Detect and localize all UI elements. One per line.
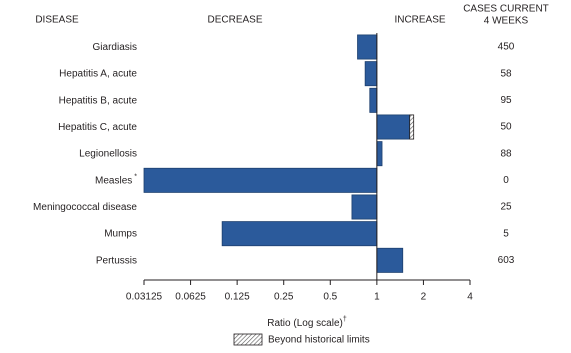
x-tick-label: 0.5 (323, 292, 337, 303)
x-tick-label: 1 (374, 292, 380, 303)
header-disease: DISEASE (35, 15, 79, 26)
cases-value: 450 (498, 42, 515, 53)
category-name: Hepatitis C, acute (58, 122, 137, 133)
header-cases: 4 WEEKS (484, 16, 529, 27)
category-label: Measles * (95, 173, 137, 186)
cases-value: 95 (500, 95, 512, 106)
category-name: Hepatitis B, acute (59, 95, 138, 106)
cases-value: 88 (500, 148, 512, 159)
x-tick-label: 4 (467, 292, 473, 303)
category-name: Mumps (104, 228, 137, 239)
bar (364, 61, 378, 87)
category-label: Meningococcal disease (33, 202, 137, 213)
category-name: Pertussis (96, 255, 137, 266)
bar (376, 247, 404, 273)
cases-value: 0 (503, 175, 509, 186)
category-name: Legionellosis (79, 148, 137, 159)
category-label: Hepatitis A, acute (59, 68, 137, 79)
footnote-mark: † (343, 316, 347, 323)
category-name: Meningococcal disease (33, 202, 137, 213)
category-label: Hepatitis B, acute (59, 95, 138, 106)
cases-value: 5 (503, 228, 509, 239)
footnote-mark: * (134, 173, 137, 180)
cases-value: 58 (500, 68, 512, 79)
x-axis-label-text: Ratio (Log scale) (267, 318, 343, 329)
bar (376, 114, 411, 140)
category-label: Pertussis (96, 255, 137, 266)
category-name: Measles (95, 175, 132, 186)
cases-value: 50 (500, 122, 512, 133)
x-tick-label: 2 (421, 292, 427, 303)
legend-label: Beyond historical limits (268, 335, 370, 346)
bar-beyond-limits (409, 114, 415, 140)
category-label: Giardiasis (93, 42, 137, 53)
header-decrease: DECREASE (207, 15, 262, 26)
bar (351, 194, 378, 220)
x-tick-label: 0.125 (225, 292, 250, 303)
x-tick-label: 0.03125 (126, 292, 163, 303)
category-label: Mumps (104, 228, 137, 239)
bar (369, 87, 378, 113)
x-tick-label: 0.25 (274, 292, 294, 303)
bar (221, 221, 378, 247)
header-increase: INCREASE (394, 15, 445, 26)
legend-swatch (233, 333, 263, 346)
category-label: Legionellosis (79, 148, 137, 159)
category-name: Hepatitis A, acute (59, 68, 137, 79)
bar (143, 167, 378, 193)
category-name: Giardiasis (93, 42, 137, 53)
bar (357, 34, 378, 60)
x-axis-label: Ratio (Log scale)† (267, 316, 347, 329)
x-tick-label: 0.0625 (175, 292, 206, 303)
bar (376, 141, 383, 167)
cases-value: 25 (500, 202, 512, 213)
header-cases: CASES CURRENT (463, 4, 549, 15)
category-label: Hepatitis C, acute (58, 122, 137, 133)
cases-value: 603 (498, 255, 515, 266)
